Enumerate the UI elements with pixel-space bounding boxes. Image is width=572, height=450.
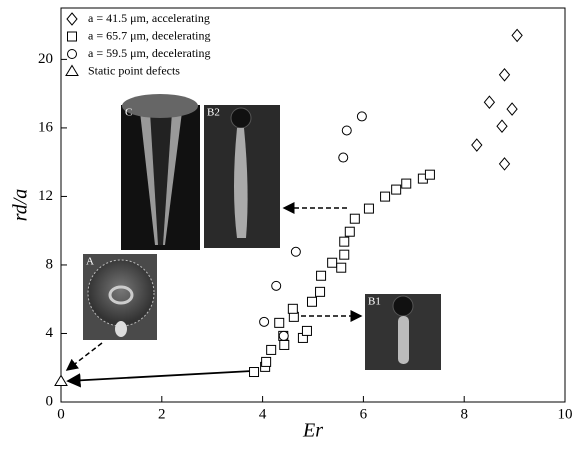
- arrow: [68, 371, 252, 381]
- point: [316, 287, 325, 296]
- point: [337, 263, 346, 272]
- point: [260, 317, 269, 326]
- y-tick-label: 4: [46, 325, 54, 341]
- y-tick-label: 0: [46, 393, 54, 409]
- point: [497, 120, 507, 132]
- y-tick-label: 16: [38, 119, 54, 135]
- legend-marker: [67, 13, 77, 25]
- x-tick-label: 4: [259, 406, 267, 422]
- x-tick-label: 10: [558, 406, 572, 422]
- point: [512, 29, 522, 41]
- point: [472, 139, 482, 151]
- point: [262, 357, 271, 366]
- inset-a: [83, 254, 157, 340]
- legend-marker: [66, 66, 78, 76]
- point: [288, 304, 297, 313]
- point: [291, 247, 300, 256]
- point: [55, 375, 67, 385]
- point: [317, 271, 326, 280]
- y-axis-label: rd/a: [10, 189, 32, 222]
- inset-label: A: [86, 256, 94, 268]
- point: [392, 185, 401, 194]
- point: [342, 126, 351, 135]
- point: [340, 250, 349, 259]
- point: [357, 112, 366, 121]
- legend-marker: [68, 32, 77, 41]
- inset-b2: [204, 105, 280, 248]
- x-tick-label: 0: [57, 406, 65, 422]
- point: [280, 340, 289, 349]
- inset-label: C: [125, 107, 132, 119]
- point: [307, 297, 316, 306]
- point: [272, 281, 281, 290]
- point: [507, 103, 517, 115]
- y-tick-label: 12: [38, 188, 53, 204]
- point: [328, 258, 337, 267]
- point: [340, 237, 349, 246]
- legend-label: a = 41.5 μm, accelerating: [88, 11, 210, 25]
- point: [484, 96, 494, 108]
- y-tick-label: 20: [38, 51, 53, 67]
- legend-marker: [68, 50, 77, 59]
- point: [425, 170, 434, 179]
- point: [350, 214, 359, 223]
- point: [250, 368, 259, 377]
- inset-label: B1: [368, 296, 381, 308]
- inset-label: B2: [207, 107, 220, 119]
- legend-label: a = 59.5 μm, decelerating: [88, 46, 211, 60]
- point: [402, 179, 411, 188]
- point: [339, 153, 348, 162]
- point: [500, 69, 510, 81]
- arrow: [67, 343, 102, 370]
- x-axis-label: Er: [302, 420, 323, 442]
- point: [381, 192, 390, 201]
- point: [302, 326, 311, 335]
- point: [345, 227, 354, 236]
- y-tick-label: 8: [46, 256, 54, 272]
- point: [364, 204, 373, 213]
- point: [267, 345, 276, 354]
- point: [500, 158, 510, 170]
- x-tick-label: 8: [460, 406, 468, 422]
- point: [279, 331, 288, 340]
- inset-c: [121, 94, 200, 250]
- point: [275, 318, 284, 327]
- x-tick-label: 6: [360, 406, 368, 422]
- legend-label: a = 65.7 μm, decelerating: [88, 28, 211, 42]
- x-tick-label: 2: [158, 406, 166, 422]
- legend-label: Static point defects: [88, 63, 180, 77]
